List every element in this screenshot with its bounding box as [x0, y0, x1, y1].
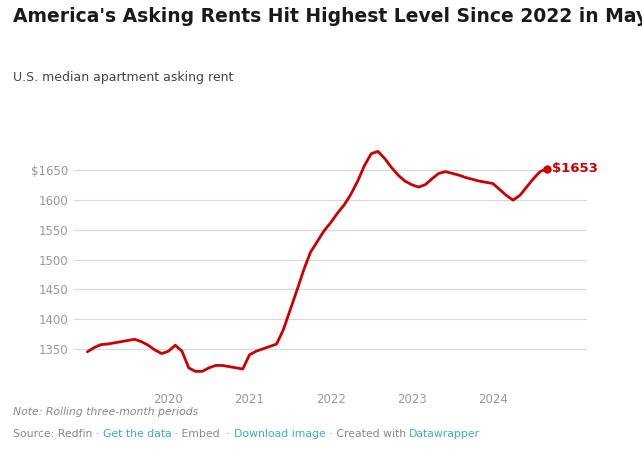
Text: Download image: Download image — [234, 429, 325, 439]
Text: Note: Rolling three-month periods: Note: Rolling three-month periods — [13, 407, 198, 417]
Text: · Embed  ·: · Embed · — [171, 429, 234, 439]
Text: · Created with: · Created with — [325, 429, 409, 439]
Text: America's Asking Rents Hit Highest Level Since 2022 in May: America's Asking Rents Hit Highest Level… — [13, 7, 642, 26]
Text: Get the data: Get the data — [103, 429, 171, 439]
Text: $1653: $1653 — [552, 162, 598, 175]
Text: Datawrapper: Datawrapper — [409, 429, 480, 439]
Text: U.S. median apartment asking rent: U.S. median apartment asking rent — [13, 71, 233, 84]
Text: Source: Redfin ·: Source: Redfin · — [13, 429, 103, 439]
